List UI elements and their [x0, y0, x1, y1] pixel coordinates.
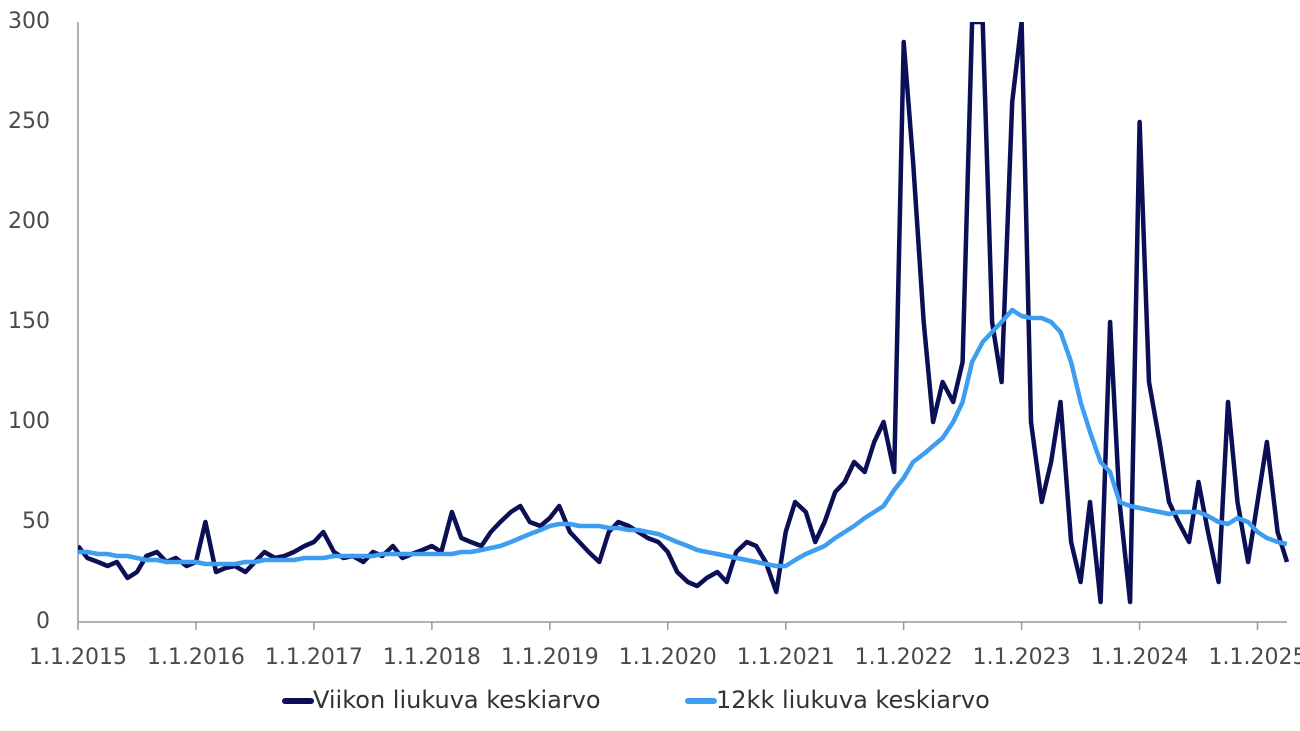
y-tick-label: 200: [8, 209, 50, 234]
x-tick-label: 1.1.2018: [383, 645, 481, 670]
x-tick-label: 1.1.2019: [501, 645, 599, 670]
x-tick-label: 1.1.2023: [973, 645, 1071, 670]
legend: Viikon liukuva keskiarvo 12kk liukuva kes…: [282, 686, 990, 714]
legend-label: Viikon liukuva keskiarvo: [313, 686, 601, 714]
series-line: [78, 307, 1288, 569]
x-tick-label: 1.1.2017: [265, 645, 363, 670]
x-tick-label: 1.1.2025: [1209, 645, 1300, 670]
x-tick-label: 1.1.2015: [29, 645, 127, 670]
y-tick-label: 50: [22, 509, 50, 534]
x-tick-label: 1.1.2016: [147, 645, 245, 670]
y-tick-label: 100: [8, 409, 50, 434]
x-tick-label: 1.1.2021: [737, 645, 835, 670]
y-tick-label: 300: [8, 9, 50, 34]
series-line: [78, 22, 1290, 605]
y-tick-label: 0: [36, 609, 50, 634]
y-tick-label: 150: [8, 309, 50, 334]
legend-label: 12kk liukuva keskiarvo: [716, 686, 990, 714]
x-tick-label: 1.1.2020: [619, 645, 717, 670]
x-tick-label: 1.1.2024: [1091, 645, 1189, 670]
y-tick-label: 250: [8, 109, 50, 134]
x-tick-label: 1.1.2022: [855, 645, 953, 670]
